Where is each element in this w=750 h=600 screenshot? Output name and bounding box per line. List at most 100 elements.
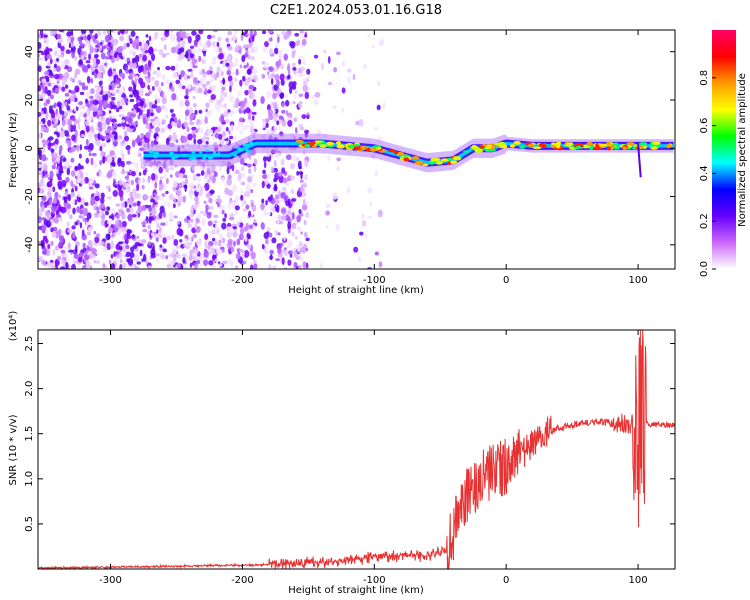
spectrogram-noise-cell — [236, 221, 240, 227]
spectrogram-noise-cell — [206, 212, 212, 219]
spectrogram-noise-cell — [101, 121, 107, 130]
spectrogram-noise-cell — [142, 54, 148, 62]
spectrogram-noise-cell — [80, 50, 85, 56]
spectrogram-noise-cell — [279, 73, 285, 81]
spectrogram-hot-cell — [233, 153, 237, 157]
spectrogram-noise-cell — [80, 54, 85, 60]
spectrogram-noise-cell — [168, 193, 174, 201]
spectrogram-noise-cell — [247, 114, 252, 121]
spectrogram-noise-cell — [125, 115, 129, 122]
spectrogram-noise-cell — [221, 222, 227, 230]
spectrogram-noise-cell — [182, 253, 187, 257]
spectrogram-noise-cell — [57, 177, 62, 181]
spectrogram-noise-cell — [85, 124, 90, 133]
spectrogram-noise-cell — [59, 266, 66, 269]
spectrogram-noise-cell — [118, 251, 123, 259]
spectrogram-noise-cell — [106, 206, 111, 211]
spectrogram-noise-cell — [187, 242, 193, 246]
spectrogram-noise-cell — [134, 54, 140, 63]
spectrogram-noise-cell — [325, 203, 331, 209]
spectrogram-noise-cell — [100, 52, 106, 60]
spectrogram-noise-cell — [155, 253, 161, 257]
spectrogram-noise-cell — [165, 166, 169, 173]
spectrogram-tail — [637, 143, 642, 178]
spectrogram-noise-cell — [167, 201, 171, 208]
spectrogram-noise-cell — [143, 195, 149, 200]
spectrogram-noise-cell — [88, 142, 94, 151]
spectrogram-noise-cell — [91, 152, 97, 157]
spectrogram-noise-cell — [55, 65, 61, 73]
spectrogram-noise-cell — [224, 106, 228, 114]
spectrogram-noise-cell — [72, 230, 76, 239]
spectrogram-noise-cell — [214, 102, 218, 110]
spectrogram-noise-cell — [300, 66, 306, 72]
spectrogram-noise-cell — [145, 131, 151, 139]
spectrogram-noise-cell — [151, 179, 154, 185]
spectrogram-noise-cell — [268, 30, 272, 34]
spectrogram-noise-cell — [139, 249, 143, 257]
spectrogram-hot-cell — [610, 144, 615, 148]
spectrogram-noise-cell — [199, 71, 203, 76]
spectrogram-noise-cell — [201, 72, 208, 81]
spectrogram-noise-cell — [138, 77, 144, 85]
spectrogram-noise-cell — [204, 233, 209, 241]
spectrogram-noise-cell — [278, 49, 283, 53]
spectrogram-noise-cell — [154, 99, 158, 105]
spectrogram-noise-cell — [218, 233, 224, 238]
spectrogram-noise-cell — [60, 179, 67, 187]
spectrogram-noise-cell — [242, 75, 246, 82]
spectrogram-noise-cell — [253, 158, 258, 165]
spectrogram-noise-cell — [111, 136, 115, 143]
spectrogram-noise-cell — [188, 182, 195, 190]
spectrogram-noise-cell — [301, 114, 307, 120]
spectrogram-noise-cell — [108, 92, 112, 99]
spectrogram-noise-cell — [74, 55, 78, 62]
spectrogram-noise-cell — [183, 184, 188, 189]
spectrogram-noise-cell — [168, 134, 172, 141]
spectrogram-noise-cell — [113, 53, 118, 58]
spectrogram-noise-cell — [63, 197, 68, 203]
spectrogram-noise-cell — [294, 90, 298, 94]
spectrogram-noise-cell — [121, 248, 128, 253]
spectrogram-noise-cell — [172, 203, 176, 209]
spectrogram-hot-cell — [236, 146, 242, 150]
spectrogram-noise-cell — [229, 112, 233, 118]
spectrogram-noise-cell — [98, 126, 103, 132]
spectrogram-hot-cell — [486, 144, 492, 149]
spectrogram-noise-cell — [199, 165, 205, 171]
spectrogram-noise-cell — [197, 87, 203, 94]
spectrogram-noise-cell — [160, 32, 164, 38]
spectrogram-noise-cell — [215, 45, 219, 53]
spectrogram-noise-cell — [229, 85, 232, 93]
spectrogram-noise-cell — [122, 227, 128, 232]
spectrogram-noise-cell — [273, 47, 279, 55]
spectrogram-noise-cell — [198, 55, 202, 62]
spectrogram-noise-cell — [297, 264, 302, 269]
spectrogram-noise-cell — [180, 39, 186, 46]
spectrogram-noise-cell — [176, 56, 181, 62]
spectrogram-noise-cell — [128, 206, 134, 215]
spectrogram-noise-cell — [99, 145, 103, 152]
spectrogram-noise-cell — [327, 56, 331, 64]
spectrogram-noise-cell — [121, 119, 126, 123]
spectrogram-noise-cell — [113, 75, 116, 84]
spectrogram-noise-cell — [46, 126, 49, 134]
spectrogram-noise-cell — [117, 31, 121, 36]
spectrogram-noise-cell — [142, 169, 147, 176]
spectrogram-noise-cell — [327, 81, 333, 86]
spectrogram-hot-cell — [171, 156, 176, 160]
spectrogram-noise-cell — [136, 95, 141, 101]
spectrogram-noise-cell — [300, 191, 307, 198]
spectrogram-noise-cell — [246, 68, 252, 75]
spectrogram-noise-cell — [132, 192, 139, 198]
spectrogram-noise-cell — [38, 99, 41, 104]
spectrogram-noise-cell — [42, 57, 46, 62]
spectrogram-noise-cell — [376, 80, 381, 87]
spectrogram-noise-cell — [129, 48, 134, 56]
spectrogram-noise-cell — [268, 74, 272, 80]
spectrogram-noise-cell — [266, 90, 272, 98]
spectrogram-noise-cell — [221, 86, 226, 91]
spectrogram-noise-cell — [335, 224, 340, 232]
spectrogram-noise-cell — [56, 255, 61, 261]
spectrogram-noise-cell — [46, 53, 52, 60]
